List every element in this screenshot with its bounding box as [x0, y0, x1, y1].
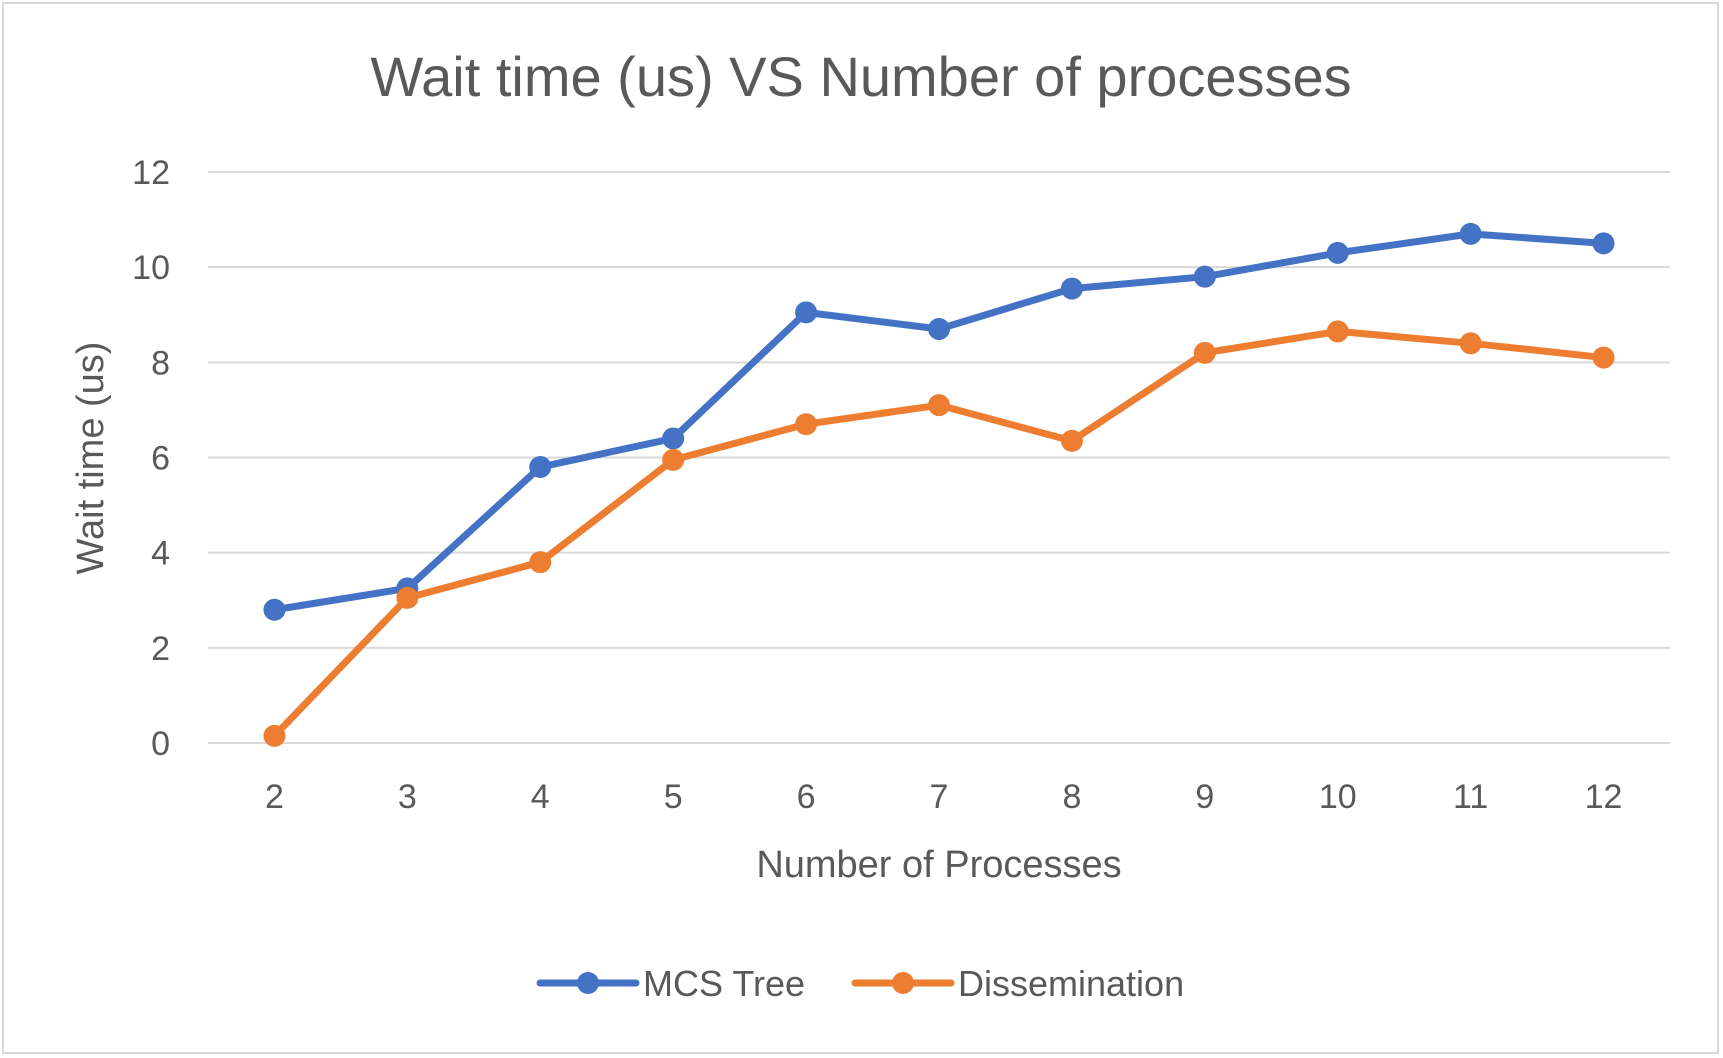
y-tick-label: 10 [132, 249, 170, 287]
series-1 [263, 320, 1615, 747]
data-point [529, 456, 552, 479]
legend-item: MCS Tree [536, 963, 805, 1004]
legend-marker [892, 972, 914, 994]
series-0 [263, 222, 1615, 621]
y-tick-label: 0 [151, 725, 170, 763]
data-point [1592, 232, 1615, 255]
data-point [263, 724, 286, 747]
data-point [795, 413, 818, 436]
data-point [928, 318, 950, 341]
data-point [1459, 332, 1482, 355]
data-point [1326, 320, 1349, 343]
data-point [1459, 222, 1482, 245]
legend: MCS Tree Dissemination [536, 963, 1184, 1004]
data-point [795, 301, 818, 324]
data-point [1326, 241, 1349, 264]
x-tick-label: 6 [797, 778, 816, 816]
data-point [396, 586, 419, 609]
data-point [263, 598, 286, 621]
data-point [928, 394, 950, 417]
x-tick-label: 12 [1585, 778, 1623, 816]
y-tick-label: 6 [151, 440, 170, 478]
y-tick-label: 4 [151, 535, 170, 573]
y-tick-label: 2 [151, 630, 170, 668]
legend-item: Dissemination [851, 963, 1184, 1004]
x-tick-label: 7 [930, 778, 949, 816]
x-tick-label: 10 [1319, 778, 1357, 816]
x-tick-label: 5 [664, 778, 683, 816]
x-tick-label: 2 [265, 778, 284, 816]
x-tick-label: 11 [1453, 778, 1488, 816]
data-point [1592, 346, 1615, 369]
data-point [662, 427, 685, 450]
y-tick-label: 12 [132, 154, 170, 192]
x-tick-label: 3 [398, 778, 417, 816]
x-tick-label: 8 [1062, 778, 1081, 816]
chart-title: Wait time (us) VS Number of processes [370, 45, 1351, 108]
x-axis-title: Number of Processes [756, 844, 1121, 886]
legend-label: Dissemination [958, 963, 1184, 1004]
series-layer [263, 222, 1615, 747]
y-axis-title: Wait time (us) [70, 342, 112, 575]
legend-marker [577, 972, 599, 994]
gridlines [208, 171, 1670, 744]
x-axis-ticks: 2 3 4 5 6 7 8 9 10 11 12 [265, 778, 1622, 816]
y-axis-ticks: 0 2 4 6 8 10 12 [132, 154, 170, 763]
data-point [529, 551, 552, 574]
data-point [1060, 429, 1083, 452]
legend-label: MCS Tree [643, 963, 805, 1004]
y-tick-label: 8 [151, 344, 170, 382]
x-tick-label: 4 [531, 778, 550, 816]
series-line [270, 327, 1608, 740]
data-point [662, 448, 685, 471]
data-point [1060, 277, 1083, 300]
data-point [1193, 265, 1216, 288]
x-tick-label: 9 [1195, 778, 1214, 816]
data-point [1193, 341, 1216, 364]
